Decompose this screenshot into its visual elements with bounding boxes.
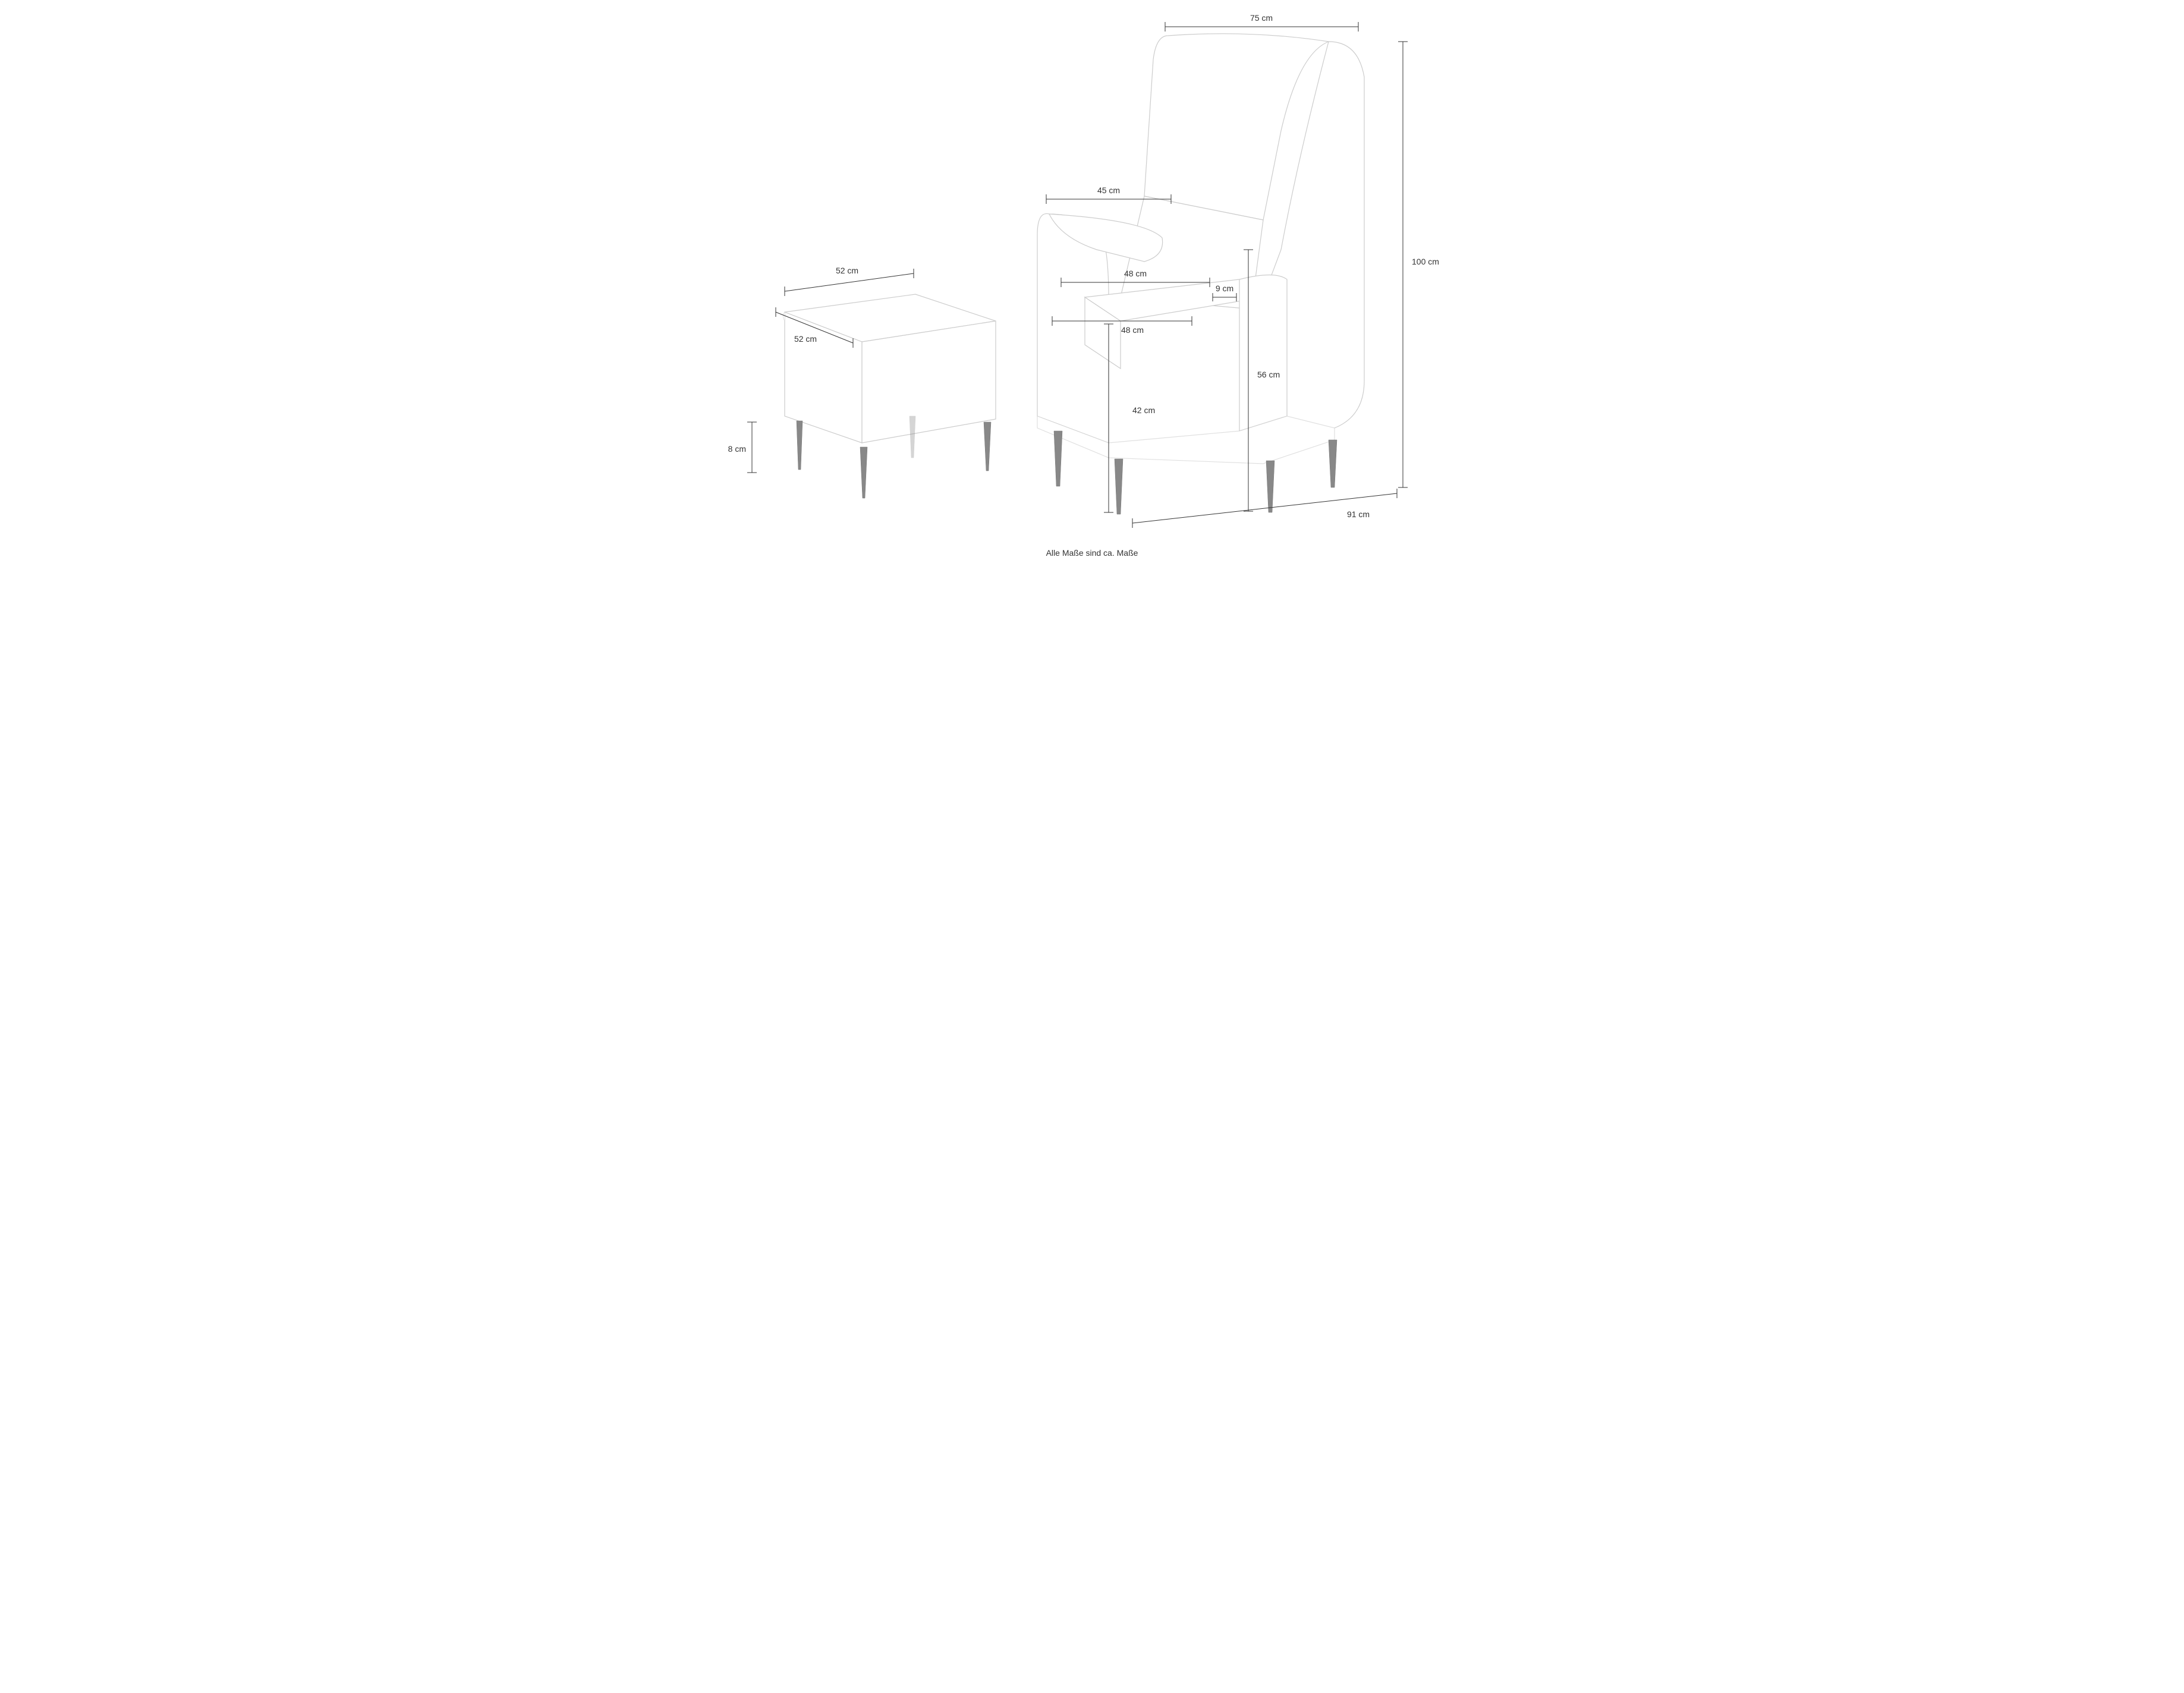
chair-leg-front-left bbox=[1054, 431, 1062, 486]
chair-leg-back-right bbox=[1329, 440, 1337, 487]
ottoman-side-face bbox=[862, 321, 996, 443]
dim-chair-seat-depth-label: 48 cm bbox=[1121, 325, 1144, 335]
dim-ottoman-depth-label: 52 cm bbox=[794, 334, 817, 344]
ottoman-leg-back-right bbox=[984, 422, 991, 471]
dim-chair-height: 100 cm bbox=[1398, 42, 1439, 487]
dim-chair-seat-width-label: 48 cm bbox=[1124, 269, 1147, 278]
chair-leg-front-right bbox=[1266, 461, 1274, 512]
ottoman-leg-front-left bbox=[797, 421, 803, 470]
chair-leg-front-mid bbox=[1115, 459, 1123, 514]
dim-chair-arm-span-label: 45 cm bbox=[1097, 185, 1120, 195]
dim-ottoman-leg-label: 18 cm bbox=[728, 444, 746, 454]
dim-chair-top-width: 75 cm bbox=[1165, 13, 1358, 32]
dim-ottoman-leg-height: 18 cm bbox=[728, 422, 757, 473]
dim-ottoman-width-label: 52 cm bbox=[836, 266, 858, 275]
dim-chair-height-label: 100 cm bbox=[1412, 257, 1439, 266]
ottoman-edge-round bbox=[783, 312, 785, 321]
dim-chair-seat-to-floor-label: 42 cm bbox=[1132, 405, 1155, 415]
dim-chair-arm-to-floor-label: 56 cm bbox=[1257, 370, 1280, 379]
dim-chair-arm-thickness-label: 9 cm bbox=[1216, 284, 1233, 293]
chair-arm-right bbox=[1239, 275, 1287, 432]
diagram-svg: 52 cm 52 cm 18 cm bbox=[728, 0, 1456, 564]
ottoman-leg-back-left bbox=[910, 416, 915, 458]
dim-chair-depth: 91 cm bbox=[1132, 489, 1397, 528]
dim-chair-top-width-label: 75 cm bbox=[1250, 13, 1273, 23]
dim-chair-depth-label: 91 cm bbox=[1347, 509, 1370, 519]
ottoman-leg-front-right bbox=[860, 447, 867, 498]
footnote-text: Alle Maße sind ca. Maße bbox=[1046, 548, 1138, 558]
diagram-stage: 52 cm 52 cm 18 cm bbox=[728, 0, 1456, 564]
ottoman-group bbox=[783, 294, 996, 498]
chair-group bbox=[1037, 34, 1364, 514]
dim-ottoman-width: 52 cm bbox=[785, 266, 914, 296]
